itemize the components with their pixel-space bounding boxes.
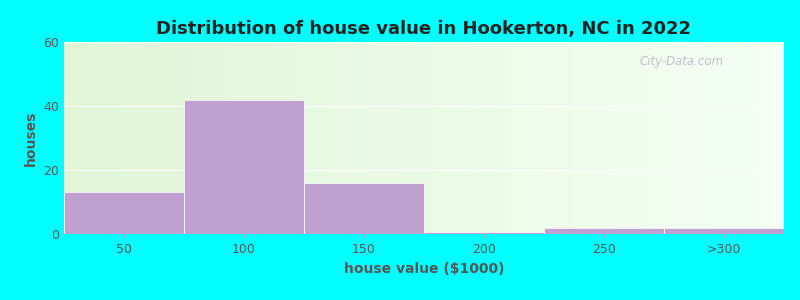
- X-axis label: house value ($1000): house value ($1000): [344, 262, 504, 276]
- Bar: [544, 228, 664, 234]
- Bar: [664, 228, 784, 234]
- Text: City-Data.com: City-Data.com: [640, 55, 724, 68]
- Bar: [64, 192, 184, 234]
- Bar: [424, 232, 544, 234]
- Y-axis label: houses: houses: [24, 110, 38, 166]
- Title: Distribution of house value in Hookerton, NC in 2022: Distribution of house value in Hookerton…: [157, 20, 691, 38]
- Bar: [184, 100, 304, 234]
- Bar: [304, 183, 424, 234]
